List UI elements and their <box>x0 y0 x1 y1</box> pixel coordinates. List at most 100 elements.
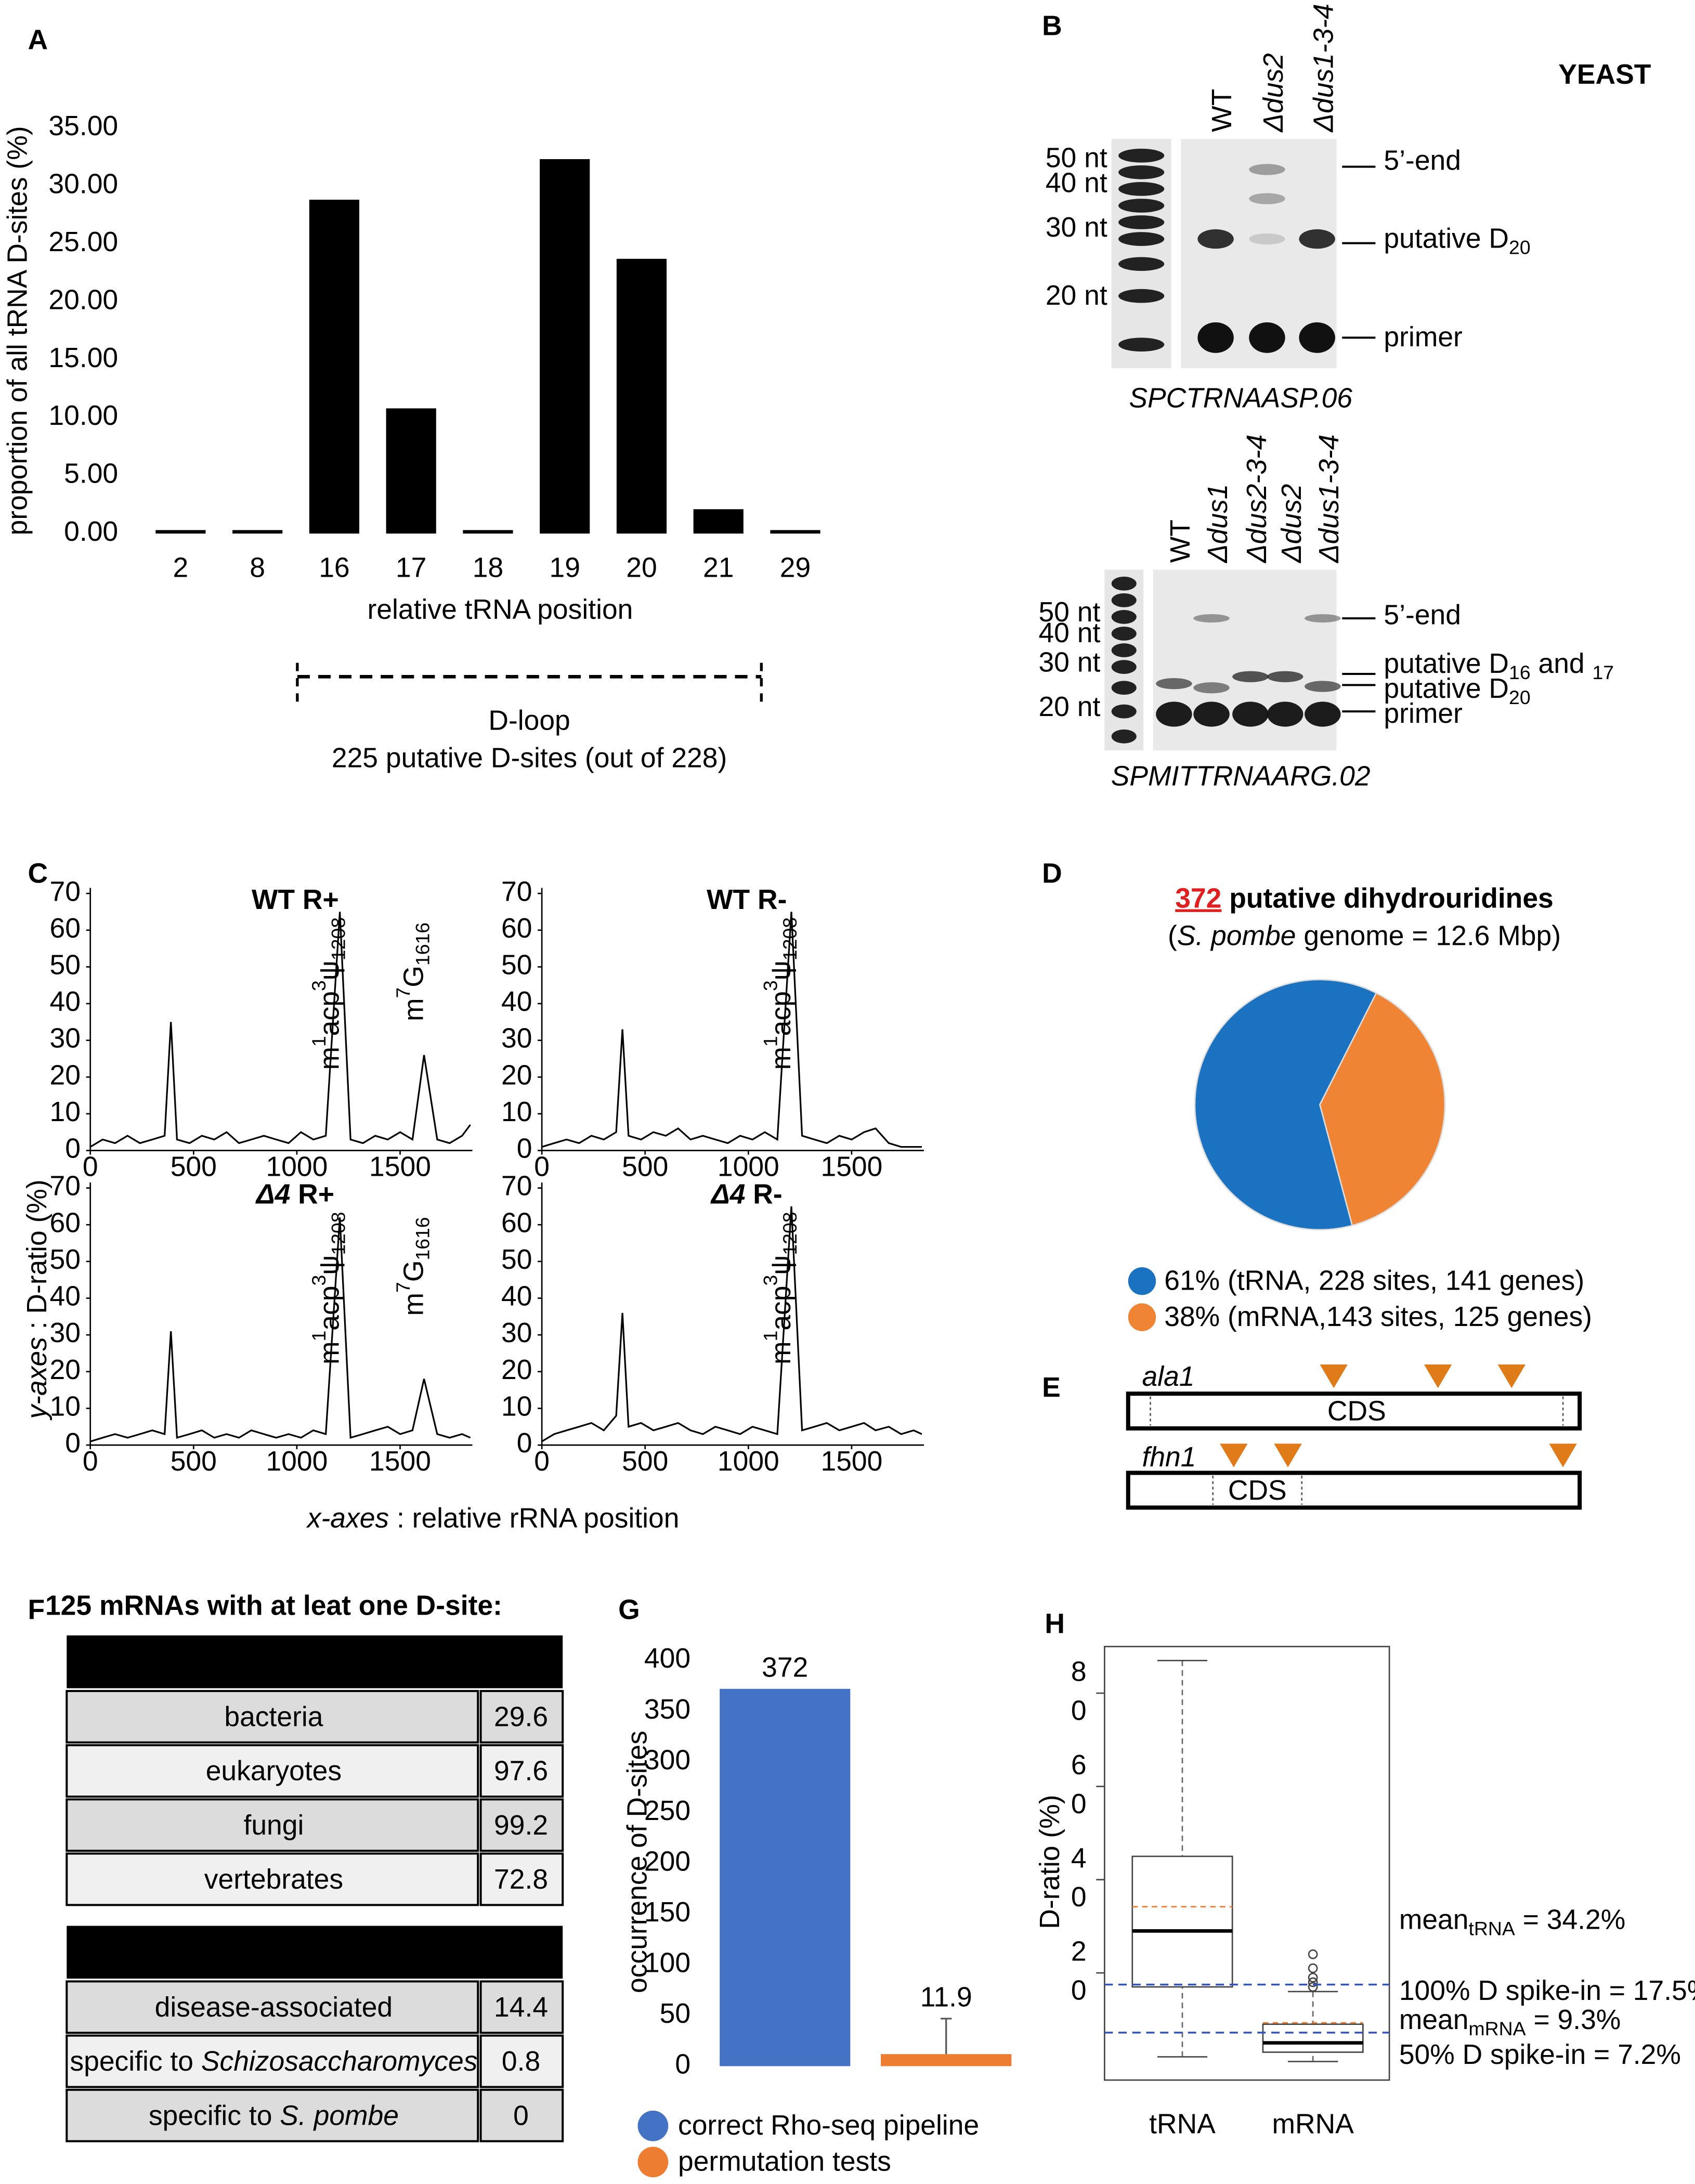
y-axis-label: proportion of all tRNA D-sites (%) <box>3 126 33 535</box>
text-part: G <box>399 1260 429 1282</box>
x-tick-label: 1500 <box>820 1446 882 1477</box>
text-part: : D-ratio (%) <box>22 1179 53 1337</box>
lane-label: Δdus1 <box>1203 484 1233 564</box>
legend-marker <box>1128 1267 1156 1295</box>
gel-band <box>1249 193 1285 204</box>
text-part: 1208 <box>779 917 801 960</box>
header-cell: features <box>224 1936 324 1967</box>
text-part: 17 <box>1592 661 1614 683</box>
text-part: specific to <box>70 2046 201 2077</box>
peak-annotation: m1acp3ψ1208 <box>308 1212 349 1364</box>
table-cell <box>66 1744 479 1798</box>
site-marker <box>1320 1364 1348 1388</box>
trace <box>90 1217 471 1442</box>
y-tick-label: 30 <box>50 1318 81 1348</box>
table-header <box>67 1635 563 1688</box>
lane-label: WT <box>1165 519 1196 563</box>
tick-char: 8 <box>1071 1657 1087 1687</box>
ladder-band <box>1118 289 1165 303</box>
table-cell <box>66 2088 479 2142</box>
y-tick-label: 40 <box>501 1281 532 1312</box>
bar <box>309 200 360 534</box>
text-part: 372 <box>1175 883 1221 914</box>
x-tick-label: 20 <box>626 553 657 583</box>
text-part: 5’-end <box>1384 146 1461 176</box>
gel-band <box>1197 229 1234 249</box>
text-part: 7 <box>392 987 414 998</box>
ladder-band <box>1118 215 1165 229</box>
text-part: 1 <box>759 1036 781 1047</box>
y-tick-label: 30 <box>501 1023 532 1054</box>
text-part: vertebrates <box>204 1864 343 1895</box>
gel-band <box>1299 229 1335 249</box>
header-cell: % <box>508 1646 533 1677</box>
y-tick-label: 0 <box>65 1134 81 1164</box>
gel-band <box>1299 322 1335 353</box>
text-part: ( <box>1168 921 1177 952</box>
ladder-band <box>1118 148 1165 163</box>
box <box>1262 2023 1364 2053</box>
table-cell <box>66 2034 479 2088</box>
text-part: S. pombe <box>1177 921 1296 952</box>
pie-slice <box>1194 979 1377 1231</box>
text-part: 20 <box>1509 686 1531 708</box>
x-tick-label: 1500 <box>820 1151 882 1182</box>
y-tick-label: 50 <box>660 1998 690 2029</box>
y-tick-label: 70 <box>501 1171 532 1202</box>
y-tick-label: 70 <box>50 876 81 907</box>
band-label: primer <box>1384 698 1462 729</box>
lane-label: Δdus2 <box>1258 53 1289 133</box>
y-tick-label: 10 <box>501 1391 532 1422</box>
y-tick-label: 5.00 <box>64 459 118 489</box>
band-label: putative D20 <box>1384 673 1530 708</box>
y-tick-label: 35.00 <box>48 111 118 141</box>
panel-label: H <box>1045 1608 1065 1639</box>
x-tick-label: 0 <box>534 1446 550 1477</box>
y-tick-label: 150 <box>644 1897 690 1928</box>
text-part: acp <box>315 991 345 1036</box>
y-tick-label: 60 <box>50 1207 81 1238</box>
y-tick-label: 40 <box>50 1281 81 1312</box>
gel-band <box>1193 682 1230 694</box>
table-cell <box>479 1744 564 1798</box>
trace <box>541 1206 922 1442</box>
x-tick-label: 1500 <box>369 1446 431 1477</box>
x-tick-label: 0 <box>534 1151 550 1182</box>
text-part: Δ4 <box>255 1179 291 1210</box>
panel-label: F <box>28 1595 45 1626</box>
peak-annotation: m7G1616 <box>392 1217 433 1316</box>
mean-label: meantRNA = 34.2% <box>1399 1905 1625 1940</box>
x-tick-label: 1000 <box>266 1151 328 1182</box>
ladder-band <box>1111 681 1137 695</box>
ladder-band <box>1118 182 1165 196</box>
gel-band <box>1305 614 1341 623</box>
y-tick-label: 50 <box>501 1244 532 1275</box>
y-tick-label: 20 <box>501 1060 532 1090</box>
header-cell: % <box>508 1936 533 1967</box>
x-tick-label: 17 <box>396 553 426 583</box>
text-part: 1208 <box>327 917 349 960</box>
site-marker <box>1549 1444 1577 1467</box>
plot-title: Δ4 R- <box>710 1179 783 1210</box>
y-tick-label: 15.00 <box>48 343 118 373</box>
text-part: ψ <box>315 960 345 980</box>
text-part: 5’-end <box>1384 600 1461 631</box>
y-axis-label: D-ratio (%) <box>1035 1795 1065 1929</box>
panel-label: E <box>1042 1372 1061 1403</box>
lane-label: Δdus1-3-4 <box>1314 434 1345 564</box>
y-tick-label: 0 <box>517 1428 532 1459</box>
x-tick-label: 500 <box>622 1446 668 1477</box>
text-part: 1208 <box>779 1212 801 1255</box>
text-part: 1616 <box>411 922 433 966</box>
x-tick-label: 500 <box>622 1151 668 1182</box>
panel-label: B <box>1042 11 1062 42</box>
row-value: 0.8 <box>502 2046 540 2077</box>
gel-caption: SPCTRNAASP.06 <box>1129 383 1352 414</box>
tick-char: 0 <box>1071 1882 1087 1913</box>
y-tick-label: 20 <box>50 1355 81 1385</box>
trace <box>89 912 471 1148</box>
gel-band <box>1193 614 1230 623</box>
band-label: 5’-end <box>1384 600 1461 631</box>
x-tick-label: 0 <box>83 1446 98 1477</box>
